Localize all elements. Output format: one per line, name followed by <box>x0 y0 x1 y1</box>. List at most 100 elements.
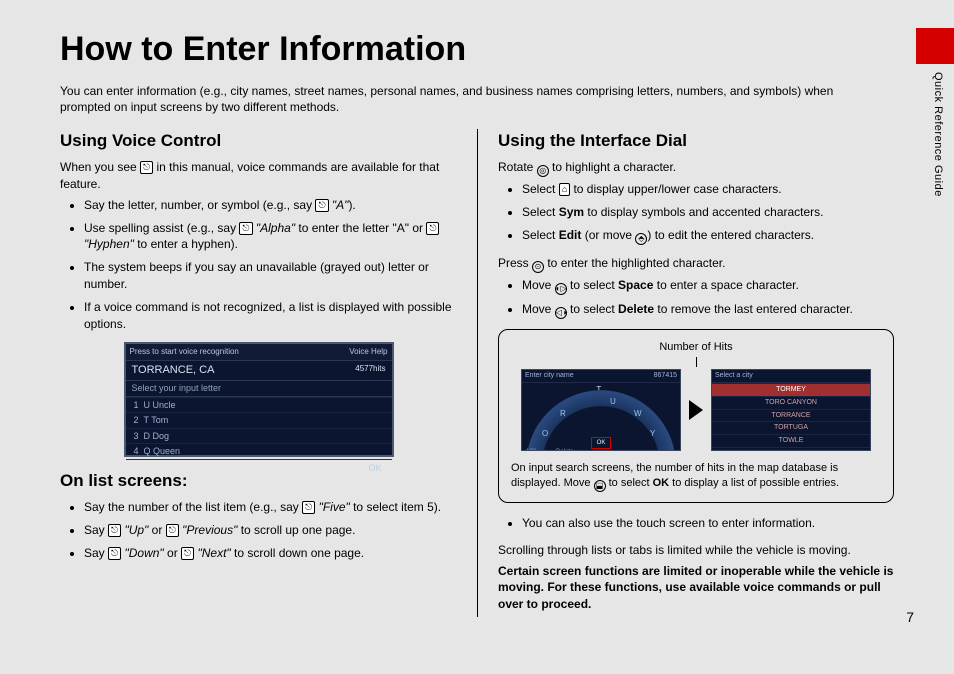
city-item: TOWLE <box>712 434 870 447</box>
t: to select <box>567 278 618 292</box>
bullet-not-recognized: If a voice command is not recognized, a … <box>84 299 457 333</box>
voice-list-screenshot: Press to start voice recognition Voice H… <box>124 342 394 457</box>
rotate-icon: ◎ <box>537 165 549 177</box>
t: Say <box>84 523 108 537</box>
t: Say the number of the list item (e.g., s… <box>84 500 302 514</box>
talk-icon: ⎋ <box>426 222 439 235</box>
talk-icon: ⎋ <box>140 161 153 174</box>
ok-highlight: OK <box>591 437 611 449</box>
t: to enter a space character. <box>653 278 798 292</box>
scrolling-note: Scrolling through lists or tabs is limit… <box>498 542 894 559</box>
city-list: TORMEY TORO CANYON TORRANCE TORTUGA TOWL… <box>712 383 870 451</box>
list-item: 1 U Uncle <box>126 397 392 413</box>
t: Say <box>84 546 108 560</box>
t: Say the letter, number, or symbol (e.g.,… <box>84 198 315 212</box>
ss1-topbar: Press to start voice recognition Voice H… <box>126 344 392 360</box>
list-item: 3 D Dog <box>126 428 392 444</box>
heading-interface-dial: Using the Interface Dial <box>498 129 894 153</box>
move-right-icon: ◐▷ <box>555 283 567 295</box>
arc-letter: W <box>634 408 642 419</box>
edit-label: Edit <box>559 228 582 242</box>
t: to highlight a character. <box>549 160 676 174</box>
quote: "Alpha" <box>253 221 296 235</box>
city-item: TORO CANYON <box>712 396 870 409</box>
quote: "Five" <box>315 500 350 514</box>
t: Use spelling assist (e.g., say <box>84 221 239 235</box>
bullet-select-edit: Select Edit (or move ⬘) to edit the ente… <box>522 227 894 245</box>
quote: "Hyphen" <box>84 237 134 251</box>
voice-intro: When you see ⎋ in this manual, voice com… <box>60 159 457 193</box>
right-column: Using the Interface Dial Rotate ◎ to hig… <box>477 129 894 617</box>
t: to select <box>567 302 618 316</box>
move-up-icon: ⬘ <box>635 233 647 245</box>
arrow-icon <box>689 400 703 420</box>
bullet-say-number: Say the number of the list item (e.g., s… <box>84 499 457 516</box>
t: ). <box>348 198 355 212</box>
move-left-icon: ◁◑ <box>555 307 567 319</box>
input-123: 123 <box>526 448 536 451</box>
ss1-rows: 1 U Uncle 2 T Tom 3 D Dog 4 Q Queen <box>126 397 392 459</box>
n: 1 <box>134 400 139 410</box>
t: to display upper/lower case characters. <box>570 182 781 196</box>
content-columns: Using Voice Control When you see ⎋ in th… <box>60 129 894 617</box>
t: to display a list of possible entries. <box>669 477 839 489</box>
t: Move <box>522 302 555 316</box>
bullet-move-space: Move ◐▷ to select Space to enter a space… <box>522 277 894 295</box>
result-bar: Select a city <box>712 370 870 383</box>
bullet-say-down: Say ⎋ "Down" or ⎋ "Next" to scroll down … <box>84 545 457 562</box>
result-bar-label: Select a city <box>715 371 753 381</box>
arc-letter: R <box>560 408 566 419</box>
side-label: Quick Reference Guide <box>932 72 944 197</box>
bullet-system-beeps: The system beeps if you say an unavailab… <box>84 259 457 293</box>
talk-icon: ⎋ <box>108 547 121 560</box>
diagram-caption: On input search screens, the number of h… <box>511 461 881 492</box>
city-item: TOWN TALK <box>712 447 870 451</box>
quote: "Previous" <box>179 523 238 537</box>
bullet-touch-screen: You can also use the touch screen to ent… <box>522 515 894 532</box>
left-column: Using Voice Control When you see ⎋ in th… <box>60 129 477 617</box>
voice-intro-a: When you see <box>60 160 140 174</box>
list-item: 4 Q Queen <box>126 443 392 459</box>
t: ) to edit the entered characters. <box>647 228 814 242</box>
t: to remove the last entered character. <box>654 302 853 316</box>
ss1-ok: OK <box>126 459 392 477</box>
intro-paragraph: You can enter information (e.g., city na… <box>60 83 894 115</box>
ss1-hits: 4577hits <box>355 363 385 378</box>
home-icon: ⌂ <box>559 183 570 196</box>
press-line: Press ⊙ to enter the highlighted charact… <box>498 255 894 273</box>
talk-icon: ⎋ <box>166 524 179 537</box>
manual-page: Quick Reference Guide How to Enter Infor… <box>0 0 954 637</box>
t: Move <box>522 278 555 292</box>
dial-bullets-1: Select ⌂ to display upper/lower case cha… <box>502 181 894 245</box>
input-screen: Enter city name 867415 T_ O R U W Y <box>521 369 681 451</box>
t: Rotate <box>498 160 537 174</box>
bullet-select-sym: Select Sym to display symbols and accent… <box>522 204 894 221</box>
t: Select <box>522 182 559 196</box>
touch-bullet: You can also use the touch screen to ent… <box>502 515 894 532</box>
city-item: TORMEY <box>712 383 870 396</box>
t: Press <box>498 256 532 270</box>
talk-icon: ⎋ <box>108 524 121 537</box>
heading-voice-control: Using Voice Control <box>60 129 457 153</box>
list-item: 2 T Tom <box>126 412 392 428</box>
t: to select item 5). <box>350 500 441 514</box>
move-down-icon: ⬓ <box>594 480 606 492</box>
dial-bullets-2: Move ◐▷ to select Space to enter a space… <box>502 277 894 319</box>
t: U Uncle <box>144 400 176 410</box>
page-number: 7 <box>906 609 914 625</box>
arc-letter: U <box>610 396 616 407</box>
input-bar-label: Enter city name <box>525 371 574 381</box>
quote: "A" <box>329 198 349 212</box>
t: D Dog <box>144 431 170 441</box>
voice-bullets: Say the letter, number, or symbol (e.g.,… <box>64 197 457 333</box>
t: Select <box>522 228 559 242</box>
t: to display symbols and accented characte… <box>584 205 823 219</box>
hits-label: Number of Hits <box>511 340 881 355</box>
input-bar-hits: 867415 <box>654 371 677 381</box>
bullet-select-case: Select ⌂ to display upper/lower case cha… <box>522 181 894 198</box>
t: to enter a hyphen). <box>134 237 238 251</box>
arc-letter: Y <box>650 428 655 439</box>
delete-label: Delete <box>618 302 654 316</box>
t: to scroll down one page. <box>231 546 364 560</box>
n: 4 <box>134 446 139 456</box>
